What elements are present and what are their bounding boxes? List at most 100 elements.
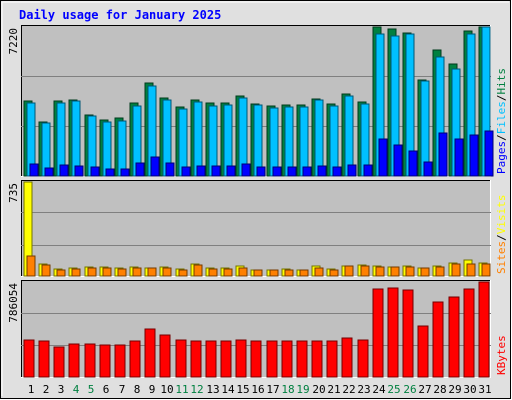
bar-pages-day-18 <box>287 166 297 177</box>
bar-pages-day-23 <box>363 164 373 177</box>
bar-files-day-12 <box>193 101 203 177</box>
bar-kbytes-day-13 <box>205 340 217 378</box>
x-tick-label-day-8: 8 <box>134 383 141 396</box>
x-tick-label-day-18: 18 <box>281 383 294 396</box>
bar-pages-day-19 <box>302 166 312 177</box>
bar-kbytes-day-24 <box>372 288 384 378</box>
bar-sites-day-9 <box>147 267 157 277</box>
bar-pages-day-3 <box>59 164 69 177</box>
bar-sites-day-1 <box>26 255 36 277</box>
x-tick-label-day-23: 23 <box>357 383 370 396</box>
bar-kbytes-day-16 <box>250 340 262 378</box>
bar-pages-day-17 <box>272 166 282 177</box>
bar-sites-day-7 <box>117 268 127 277</box>
bar-kbytes-day-5 <box>84 343 96 378</box>
x-tick-label-day-24: 24 <box>372 383 386 396</box>
bar-files-day-21 <box>329 105 339 177</box>
bar-kbytes-day-26 <box>402 289 414 378</box>
bar-sites-day-6 <box>102 267 112 277</box>
bar-sites-day-25 <box>390 266 400 277</box>
bar-kbytes-day-12 <box>190 340 202 378</box>
bar-sites-day-23 <box>360 265 370 277</box>
x-tick-label-day-13: 13 <box>206 383 219 396</box>
bar-kbytes-day-9 <box>144 328 156 378</box>
bar-sites-day-5 <box>87 267 97 277</box>
x-tick-label-day-4: 4 <box>73 383 80 396</box>
legend-visits: Visits <box>495 195 508 235</box>
bar-sites-day-29 <box>451 263 461 277</box>
legend: Sites/Visits <box>495 195 508 275</box>
bar-kbytes-day-11 <box>175 339 187 378</box>
bar-files-day-11 <box>178 108 188 177</box>
bar-files-day-14 <box>223 104 233 177</box>
panel-kbytes: 786054 KBytes <box>7 280 508 378</box>
legend-files: Files <box>495 101 508 134</box>
bar-files-day-4 <box>71 100 81 177</box>
bar-pages-day-6 <box>105 168 115 177</box>
x-axis-day-labels: 1 2 3 4 5 6 7 8 9 10 11 12 13 14 15 16 17 18 19 20 21 22 23 24 2… <box>28 383 492 396</box>
x-tick-label-day-12: 12 <box>190 383 203 396</box>
bar-pages-day-16 <box>256 166 266 177</box>
bar-pages-day-8 <box>135 162 145 177</box>
bar-kbytes-day-18 <box>281 340 293 378</box>
series-pages <box>29 130 494 177</box>
panel-visits-sites: 735 Sites/Visits <box>7 180 508 277</box>
bar-sites-day-16 <box>253 269 263 277</box>
bar-pages-day-14 <box>226 165 236 177</box>
bar-kbytes-day-25 <box>387 287 399 378</box>
bar-kbytes-day-21 <box>326 340 338 378</box>
x-tick-label-day-30: 30 <box>463 383 476 396</box>
bar-pages-day-20 <box>317 165 327 177</box>
bar-sites-day-8 <box>132 267 142 277</box>
bar-kbytes-day-3 <box>53 346 65 378</box>
chart-title: Daily usage for January 2025 <box>19 8 221 22</box>
bar-pages-day-21 <box>332 166 342 177</box>
x-tick-label-day-31: 31 <box>478 383 491 396</box>
bar-pages-day-15 <box>241 163 251 177</box>
bar-pages-day-29 <box>454 138 464 177</box>
bar-sites-day-15 <box>238 267 248 277</box>
x-tick-label-day-7: 7 <box>119 383 126 396</box>
bar-kbytes-day-6 <box>99 344 111 378</box>
bar-pages-day-27 <box>423 161 433 177</box>
bar-sites-day-13 <box>208 268 218 277</box>
legend-separator: / <box>495 134 508 141</box>
x-tick-label-day-5: 5 <box>88 383 95 396</box>
y-max-label: 735 <box>7 183 20 203</box>
x-tick-label-day-22: 22 <box>342 383 355 396</box>
x-tick-label-day-9: 9 <box>149 383 156 396</box>
x-tick-label-day-27: 27 <box>418 383 431 396</box>
bar-pages-day-26 <box>408 150 418 177</box>
x-tick-label-day-14: 14 <box>221 383 235 396</box>
bar-kbytes-day-27 <box>417 325 429 378</box>
x-tick-label-day-25: 25 <box>387 383 400 396</box>
bar-pages-day-31 <box>484 130 494 177</box>
legend: KBytes <box>495 335 508 375</box>
legend-pages: Pages <box>495 141 508 174</box>
bar-pages-day-25 <box>393 144 403 177</box>
x-tick-label-day-26: 26 <box>403 383 416 396</box>
bar-pages-day-11 <box>181 166 191 177</box>
bar-kbytes-day-19 <box>296 340 308 378</box>
bar-files-day-7 <box>117 120 127 177</box>
bar-kbytes-day-29 <box>448 296 460 378</box>
x-tick-label-day-3: 3 <box>58 383 65 396</box>
bar-kbytes-day-31 <box>478 281 490 378</box>
bar-pages-day-13 <box>211 165 221 177</box>
legend-kbytes: KBytes <box>495 335 508 375</box>
bar-files-day-16 <box>253 104 263 177</box>
bar-sites-day-4 <box>71 268 81 277</box>
bar-sites-day-10 <box>162 267 172 277</box>
bar-files-day-18 <box>284 106 294 177</box>
bar-kbytes-day-20 <box>311 340 323 378</box>
bar-files-day-6 <box>102 121 112 177</box>
series-sites <box>26 255 491 277</box>
x-tick-label-day-21: 21 <box>327 383 340 396</box>
x-tick-label-day-29: 29 <box>448 383 461 396</box>
bar-sites-day-3 <box>56 269 66 277</box>
bar-pages-day-2 <box>44 167 54 177</box>
bar-kbytes-day-7 <box>114 344 126 378</box>
